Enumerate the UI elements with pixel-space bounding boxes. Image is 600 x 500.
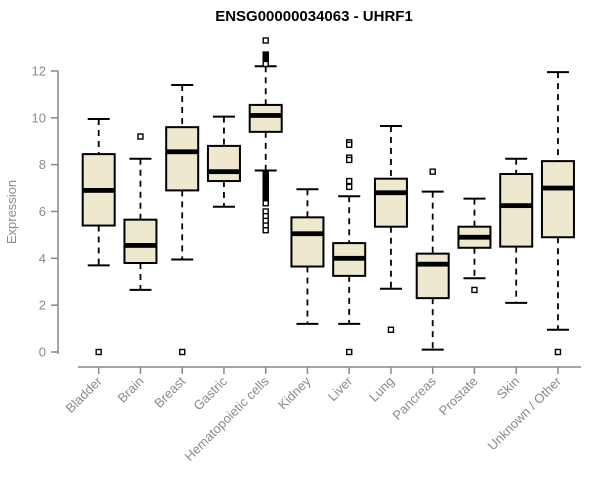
- outlier-point: [137, 133, 144, 140]
- boxplot-prostate: [457, 197, 492, 294]
- x-axis-tick-label-prostate: Prostate: [436, 374, 481, 419]
- median-bar: [500, 203, 533, 209]
- boxplot-brain: [123, 133, 158, 291]
- boxplot-kidney: [290, 188, 325, 325]
- boxplot-skin: [499, 157, 534, 304]
- median-bar: [166, 149, 199, 155]
- boxplot-bladder: [81, 117, 116, 356]
- median-bar: [374, 190, 407, 196]
- boxplot-gastric: [206, 115, 241, 208]
- x-axis-tick-label-lung: Lung: [366, 374, 397, 405]
- median-bar: [249, 113, 282, 118]
- x-axis-tick-label-gastric: Gastric: [190, 373, 230, 413]
- median-bar: [291, 231, 324, 237]
- outlier-point: [346, 141, 353, 148]
- x-axis-tick-label-bladder: Bladder: [63, 373, 106, 416]
- iqr-box: [373, 177, 408, 228]
- outlier-point: [346, 183, 353, 191]
- x-axis-tick-label-pancreas: Pancreas: [389, 373, 439, 423]
- outlier-point: [262, 200, 269, 207]
- outlier-point: [387, 326, 395, 333]
- iqr-box: [540, 160, 575, 239]
- iqr-box: [415, 252, 450, 300]
- median-bar: [124, 243, 157, 248]
- y-axis-tick-label: 8: [39, 157, 46, 172]
- outlier-point: [554, 348, 562, 356]
- chart-title: ENSG00000034063 - UHRF1: [215, 8, 413, 25]
- y-axis-tick-label: 4: [39, 251, 46, 266]
- outlier-point: [346, 177, 353, 185]
- boxplot-hematopoietic-cells: [248, 37, 283, 234]
- median-bar: [207, 169, 240, 175]
- y-axis-tick-label: 6: [39, 204, 46, 219]
- y-axis-tick-label: 2: [39, 298, 46, 313]
- y-axis-tick-label: 10: [32, 110, 46, 125]
- outlier-point: [346, 348, 353, 356]
- median-bar: [458, 234, 491, 240]
- median-bar: [82, 188, 115, 193]
- x-axis-tick-label-kidney: Kidney: [275, 373, 314, 412]
- outlier-point: [346, 156, 353, 164]
- x-axis-tick-label-brain: Brain: [114, 374, 146, 406]
- outlier-point: [262, 60, 269, 68]
- outlier-point: [262, 37, 269, 44]
- outlier-point: [95, 348, 102, 356]
- x-axis-tick-label-liver: Liver: [325, 373, 356, 404]
- x-axis-tick-label-unknown-other: Unknown / Other: [484, 373, 564, 453]
- iqr-box: [499, 173, 534, 248]
- median-bar: [541, 185, 574, 191]
- iqr-box: [290, 216, 325, 268]
- boxplot-pancreas: [415, 168, 450, 351]
- outlier-point: [429, 168, 436, 175]
- boxplot-breast: [165, 84, 200, 356]
- y-axis-title: Expression: [4, 180, 19, 244]
- outlier-point: [471, 286, 478, 294]
- y-axis-tick-label: 12: [32, 63, 46, 78]
- median-bar: [333, 255, 366, 261]
- iqr-box: [123, 218, 158, 265]
- y-axis-tick-label: 0: [39, 345, 46, 360]
- iqr-box: [165, 126, 200, 192]
- outlier-point: [262, 227, 269, 234]
- boxplot-liver: [332, 139, 367, 356]
- boxplot-lung: [373, 124, 408, 333]
- iqr-box: [206, 144, 241, 183]
- outlier-point: [178, 348, 186, 356]
- median-bar: [416, 261, 449, 267]
- x-axis-tick-label-skin: Skin: [494, 374, 522, 402]
- x-axis-tick-label-breast: Breast: [151, 373, 188, 410]
- boxplot-unknown-other: [540, 71, 575, 356]
- iqr-box: [248, 103, 283, 133]
